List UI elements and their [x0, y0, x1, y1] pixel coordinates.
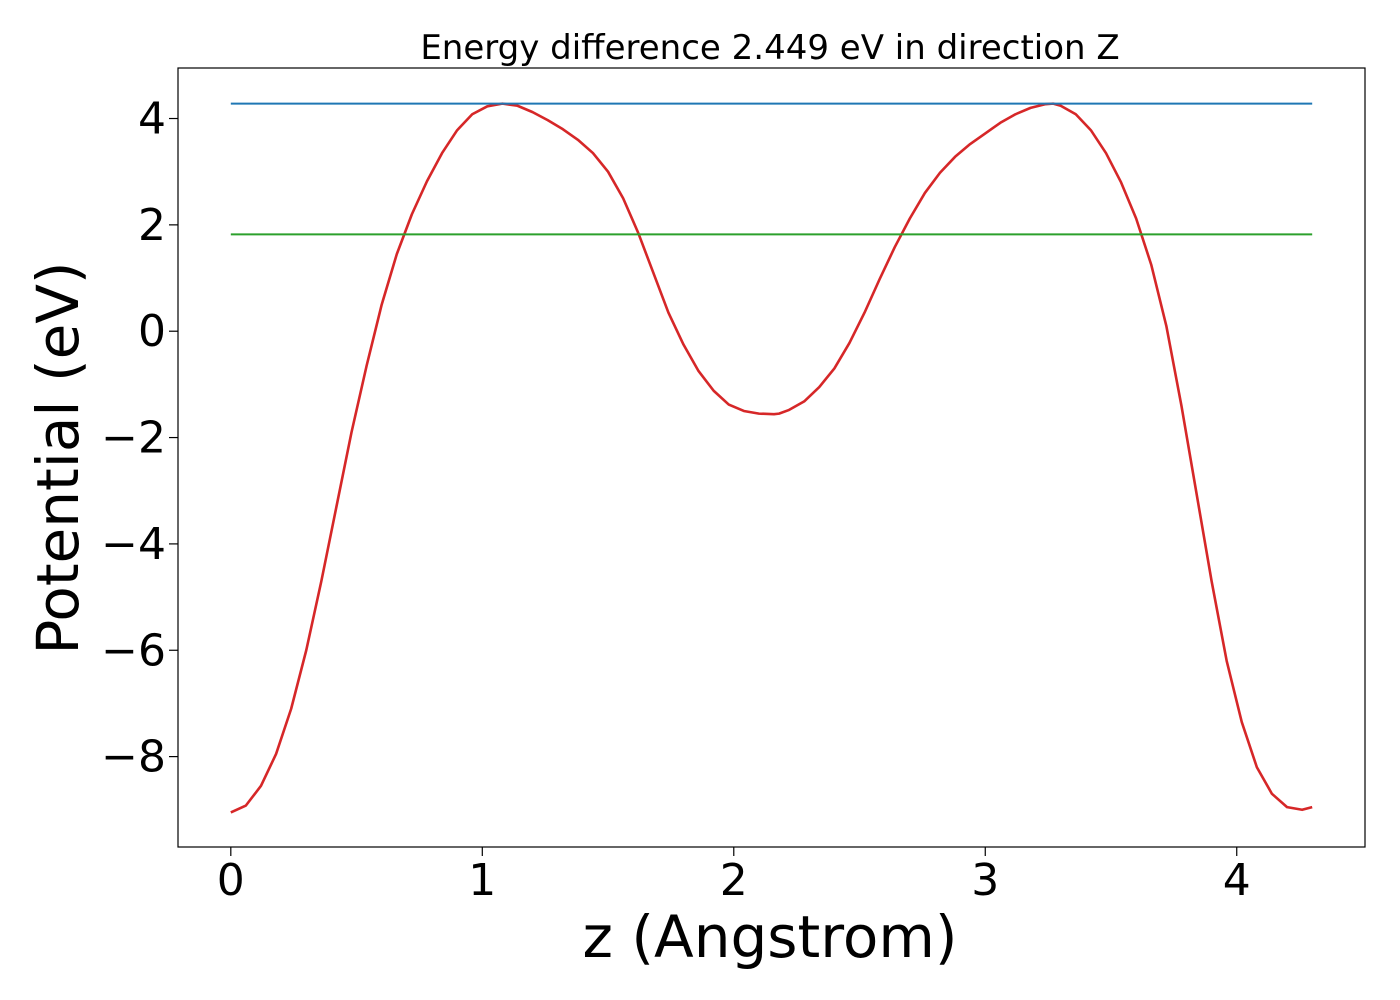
x-tick-label: 0 — [217, 855, 245, 906]
potential-curve — [230, 102, 1313, 814]
y-axis-label: Potential (eV) — [24, 261, 92, 654]
x-tick-label: 1 — [468, 855, 496, 906]
y-tick-label: 2 — [138, 200, 166, 251]
x-tick-label: 3 — [971, 855, 999, 906]
chart-title: Energy difference 2.449 eV in direction … — [420, 28, 1119, 68]
y-tick-label: −6 — [101, 625, 166, 676]
y-tick-label: 0 — [138, 306, 166, 357]
x-tick-label: 4 — [1223, 855, 1251, 906]
plot-frame — [177, 67, 1366, 848]
x-axis: 0 1 2 3 4 — [217, 847, 1251, 906]
y-tick-label: −8 — [101, 732, 166, 783]
y-tick-label: −4 — [101, 519, 166, 570]
y-axis: −8 −6 −4 −2 0 2 4 — [101, 94, 178, 783]
x-axis-label: z (Angstrom) — [583, 903, 958, 971]
y-tick-label: −2 — [101, 413, 166, 464]
y-tick-label: 4 — [138, 94, 166, 145]
x-tick-label: 2 — [720, 855, 748, 906]
plot-area — [230, 102, 1313, 814]
